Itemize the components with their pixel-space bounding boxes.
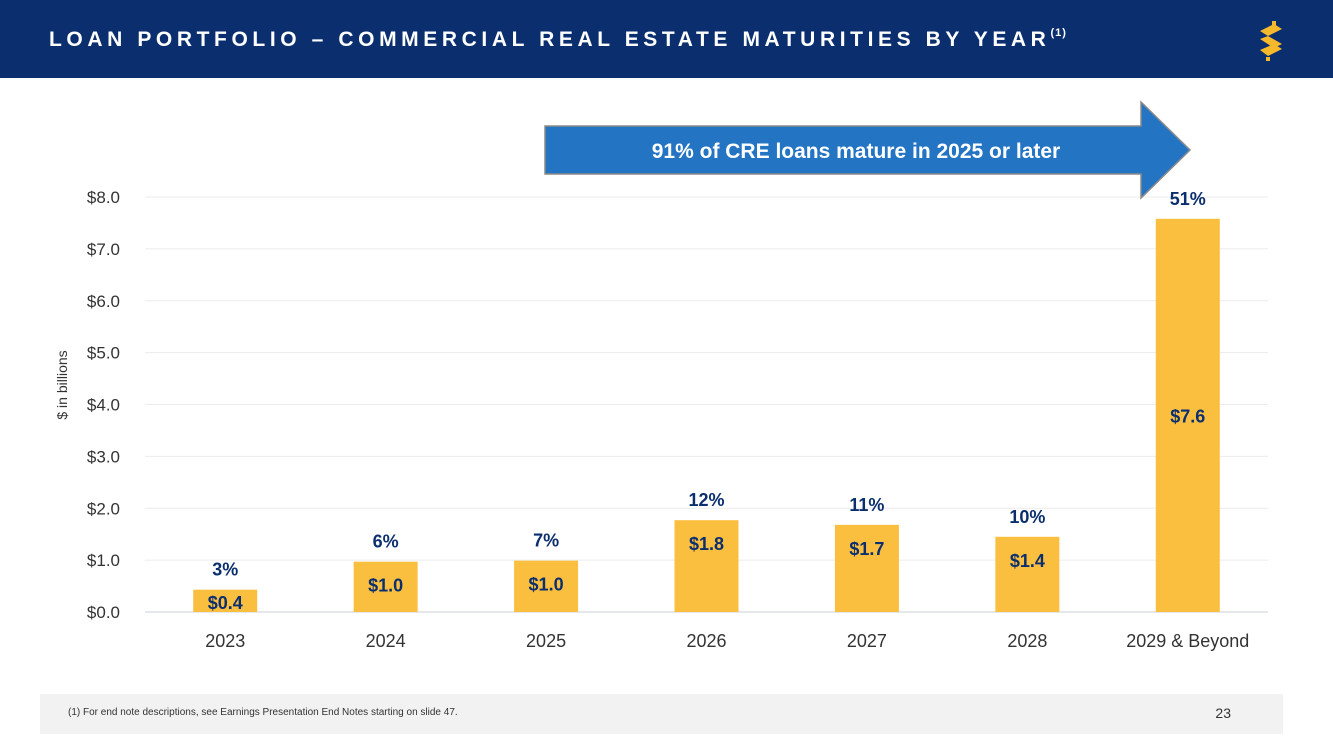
y-axis-label: $ in billions: [54, 350, 70, 419]
bar-value-label: $0.4: [208, 593, 243, 613]
y-tick-label: $4.0: [87, 396, 120, 415]
x-axis-ticks: 2023 2024 2025 2026 2027 2028 2029 & Beyond: [205, 631, 1249, 651]
y-tick-label: $1.0: [87, 551, 120, 570]
bar-percent-label: 10%: [1009, 507, 1045, 527]
dollar-s-logo-icon: [1260, 21, 1282, 61]
callout-arrow: 91% of CRE loans mature in 2025 or later: [544, 100, 1192, 200]
y-axis-ticks: $0.0 $1.0 $2.0 $3.0 $4.0 $5.0 $6.0 $7.0 $8.0: [87, 188, 120, 622]
callout-arrow-shape: [544, 100, 1192, 200]
bars: [193, 218, 1220, 612]
x-tick-label: 2026: [686, 631, 726, 651]
bar: [514, 560, 579, 612]
y-tick-label: $6.0: [87, 292, 120, 311]
x-tick-label: 2025: [526, 631, 566, 651]
bar-value-label: $7.6: [1170, 406, 1205, 426]
x-tick-label: 2029 & Beyond: [1126, 631, 1249, 651]
x-tick-label: 2027: [847, 631, 887, 651]
bar-labels: $0.4 3% $1.0 6% $1.0 7% $1.8 12% $1.7 11% $1.4 10% $…: [208, 189, 1206, 613]
y-tick-label: $2.0: [87, 499, 120, 518]
footnote: (1) For end note descriptions, see Earni…: [68, 707, 458, 718]
title-footnote-ref: (1): [1050, 27, 1067, 39]
callout-text: 91% of CRE loans mature in 2025 or later: [652, 140, 1060, 163]
bar-value-label: $1.4: [1010, 551, 1045, 571]
x-tick-label: 2028: [1007, 631, 1047, 651]
bar-percent-label: 51%: [1170, 189, 1206, 209]
y-tick-label: $7.0: [87, 240, 120, 259]
bar-value-label: $1.7: [849, 539, 884, 559]
bar-percent-label: 3%: [212, 560, 238, 580]
bar: [1155, 218, 1220, 612]
page-title-text: LOAN PORTFOLIO – COMMERCIAL REAL ESTATE …: [49, 28, 1051, 51]
x-tick-label: 2024: [366, 631, 406, 651]
bar-percent-label: 6%: [373, 532, 399, 552]
bar-percent-label: 7%: [533, 531, 559, 551]
bar: [353, 561, 418, 612]
bar-percent-label: 12%: [688, 490, 724, 510]
bar: [193, 589, 258, 612]
page-title: LOAN PORTFOLIO – COMMERCIAL REAL ESTATE …: [49, 27, 1067, 52]
page-number: 23: [1215, 705, 1231, 721]
bar: [995, 536, 1060, 612]
bar: [834, 524, 899, 612]
header-bar: LOAN PORTFOLIO – COMMERCIAL REAL ESTATE …: [0, 0, 1333, 78]
bar: [674, 520, 739, 612]
bar-percent-label: 11%: [849, 495, 884, 515]
bar-value-label: $1.8: [689, 534, 724, 554]
y-tick-label: $3.0: [87, 447, 120, 466]
y-tick-label: $5.0: [87, 344, 120, 363]
y-tick-label: $8.0: [87, 188, 120, 207]
footer-bar: (1) For end note descriptions, see Earni…: [40, 694, 1283, 734]
cre-maturities-chart: $0.0 $1.0 $2.0 $3.0 $4.0 $5.0 $6.0 $7.0 $8.0 $0.…: [54, 100, 1268, 651]
bar-value-label: $1.0: [529, 575, 564, 595]
bar-value-label: $1.0: [368, 576, 403, 596]
x-tick-label: 2023: [205, 631, 245, 651]
y-tick-label: $0.0: [87, 603, 120, 622]
